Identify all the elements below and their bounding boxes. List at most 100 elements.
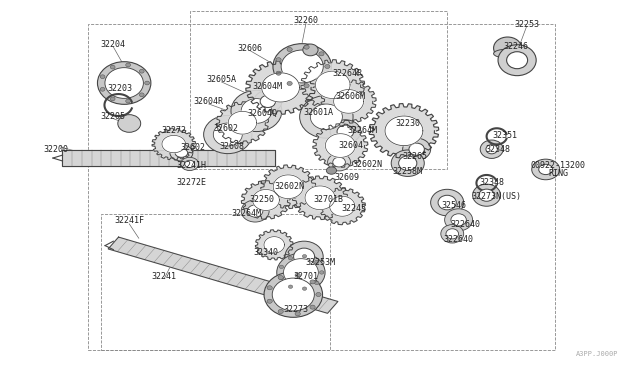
Polygon shape <box>216 102 269 144</box>
Ellipse shape <box>493 37 522 59</box>
Ellipse shape <box>110 97 115 101</box>
Ellipse shape <box>315 281 319 285</box>
Ellipse shape <box>302 287 307 291</box>
Text: 32602N: 32602N <box>275 182 305 191</box>
Ellipse shape <box>409 143 424 155</box>
Ellipse shape <box>145 81 150 85</box>
Ellipse shape <box>267 299 272 303</box>
Polygon shape <box>260 165 316 209</box>
Text: RING: RING <box>548 169 568 177</box>
Ellipse shape <box>287 81 292 86</box>
Ellipse shape <box>241 99 271 124</box>
Ellipse shape <box>241 200 269 222</box>
Text: 32604Q: 32604Q <box>248 109 278 118</box>
Polygon shape <box>316 71 350 99</box>
Text: 32258M: 32258M <box>393 167 423 176</box>
Ellipse shape <box>285 241 323 272</box>
Text: 32245: 32245 <box>341 204 366 213</box>
Ellipse shape <box>310 305 315 309</box>
Ellipse shape <box>100 87 105 91</box>
Ellipse shape <box>507 52 527 69</box>
Text: 32348: 32348 <box>479 178 504 187</box>
Polygon shape <box>319 188 365 225</box>
Ellipse shape <box>532 159 560 180</box>
Ellipse shape <box>287 47 292 51</box>
Text: 32605A: 32605A <box>207 75 236 84</box>
Text: 32205: 32205 <box>101 112 126 121</box>
Polygon shape <box>301 60 365 110</box>
Text: 32253M: 32253M <box>305 258 335 267</box>
Text: 32604M: 32604M <box>253 82 283 91</box>
Ellipse shape <box>310 104 342 130</box>
Ellipse shape <box>431 189 464 216</box>
Polygon shape <box>253 189 279 211</box>
Text: 32606: 32606 <box>237 44 262 52</box>
Ellipse shape <box>310 280 315 284</box>
Ellipse shape <box>300 96 353 138</box>
Ellipse shape <box>295 273 300 277</box>
Text: 32204: 32204 <box>101 40 126 49</box>
Text: 32701B: 32701B <box>313 195 343 205</box>
Text: 32608: 32608 <box>220 142 244 151</box>
Ellipse shape <box>326 167 337 174</box>
Text: 32265: 32265 <box>403 152 428 161</box>
Text: 32272: 32272 <box>161 126 186 135</box>
Ellipse shape <box>333 157 346 167</box>
Ellipse shape <box>204 115 252 154</box>
Ellipse shape <box>281 50 323 83</box>
Ellipse shape <box>303 44 318 56</box>
Ellipse shape <box>231 90 282 132</box>
Ellipse shape <box>289 285 292 288</box>
Text: 32273N(US): 32273N(US) <box>472 192 522 201</box>
Ellipse shape <box>254 90 282 112</box>
Ellipse shape <box>110 65 115 69</box>
Ellipse shape <box>140 93 144 97</box>
Text: 32241H: 32241H <box>177 161 207 170</box>
Ellipse shape <box>319 52 324 56</box>
Ellipse shape <box>97 62 151 104</box>
Ellipse shape <box>105 68 143 98</box>
Ellipse shape <box>125 63 131 67</box>
Ellipse shape <box>315 260 319 264</box>
Ellipse shape <box>493 49 522 58</box>
Polygon shape <box>313 124 368 167</box>
Ellipse shape <box>267 286 272 290</box>
Ellipse shape <box>391 150 424 176</box>
Ellipse shape <box>140 69 144 73</box>
Ellipse shape <box>260 95 276 108</box>
Text: 32241: 32241 <box>152 272 177 280</box>
Ellipse shape <box>330 120 361 143</box>
Text: 00922-13200: 00922-13200 <box>531 161 586 170</box>
Ellipse shape <box>337 125 354 138</box>
Ellipse shape <box>175 148 188 157</box>
Polygon shape <box>241 181 291 219</box>
Ellipse shape <box>295 312 300 316</box>
Text: 32601A: 32601A <box>304 108 333 117</box>
Ellipse shape <box>125 99 131 103</box>
Ellipse shape <box>278 310 284 314</box>
Text: 32546: 32546 <box>441 201 466 210</box>
Ellipse shape <box>118 115 141 132</box>
Ellipse shape <box>324 64 330 68</box>
Ellipse shape <box>279 265 284 269</box>
Polygon shape <box>273 175 303 199</box>
Ellipse shape <box>185 160 195 167</box>
Ellipse shape <box>248 205 263 217</box>
Ellipse shape <box>472 184 500 206</box>
Polygon shape <box>228 111 257 134</box>
Text: 32250: 32250 <box>249 195 274 205</box>
Ellipse shape <box>170 145 193 161</box>
Ellipse shape <box>276 58 281 62</box>
Polygon shape <box>330 196 355 216</box>
Text: 32253: 32253 <box>514 20 539 29</box>
Polygon shape <box>255 230 293 260</box>
Text: 32604: 32604 <box>338 141 363 150</box>
Ellipse shape <box>273 44 332 89</box>
Ellipse shape <box>276 253 325 292</box>
Ellipse shape <box>498 45 536 76</box>
Text: 32272E: 32272E <box>177 178 207 187</box>
Text: 32230: 32230 <box>396 119 420 128</box>
Ellipse shape <box>316 292 321 296</box>
Text: 322640: 322640 <box>444 235 474 244</box>
Ellipse shape <box>272 278 314 311</box>
